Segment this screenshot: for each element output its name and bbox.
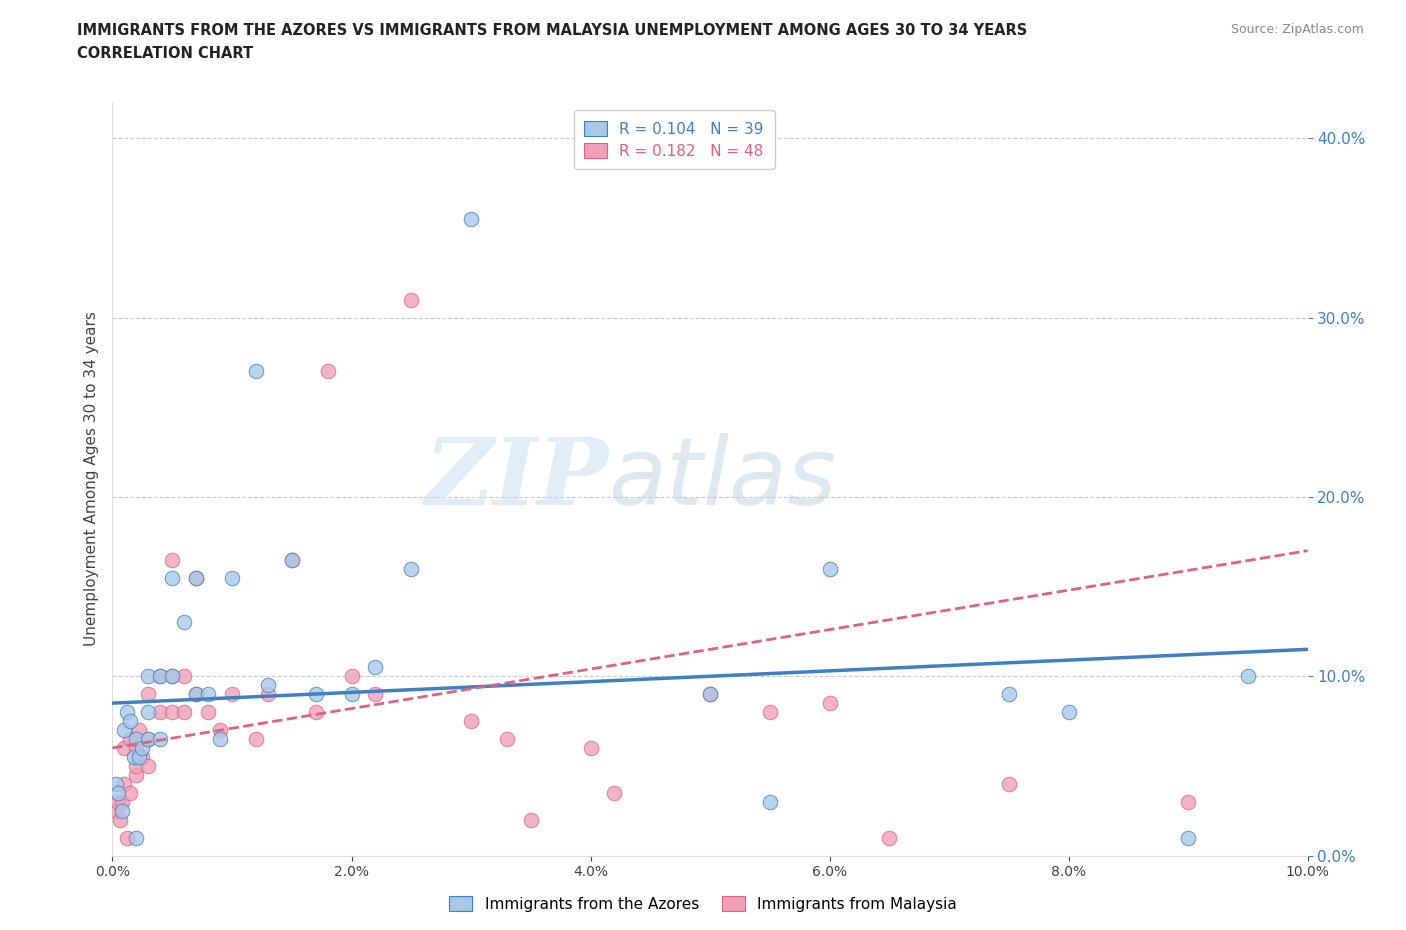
Point	[128, 723, 150, 737]
Point	[108, 812, 131, 827]
Point	[138, 669, 160, 684]
Point	[131, 750, 153, 764]
Point	[138, 732, 160, 747]
Point	[125, 740, 148, 755]
Point	[245, 364, 267, 379]
Text: Source: ZipAtlas.com: Source: ZipAtlas.com	[1230, 23, 1364, 36]
Point	[138, 686, 160, 701]
Point	[125, 830, 148, 845]
Point	[131, 740, 153, 755]
Point	[340, 669, 363, 684]
Point	[173, 705, 195, 720]
Point	[496, 732, 519, 747]
Text: CORRELATION CHART: CORRELATION CHART	[77, 46, 253, 61]
Point	[401, 292, 423, 307]
Point	[107, 794, 129, 809]
Point	[209, 732, 232, 747]
Point	[460, 713, 482, 728]
Point	[281, 552, 304, 567]
Point	[111, 804, 134, 818]
Y-axis label: Unemployment Among Ages 30 to 34 years: Unemployment Among Ages 30 to 34 years	[83, 312, 98, 646]
Point	[257, 678, 280, 693]
Point	[305, 705, 328, 720]
Point	[105, 804, 128, 818]
Point	[162, 669, 183, 684]
Text: atlas: atlas	[609, 433, 837, 525]
Point	[125, 759, 148, 774]
Point	[197, 686, 219, 701]
Point	[149, 669, 172, 684]
Point	[149, 732, 172, 747]
Point	[998, 777, 1021, 791]
Text: IMMIGRANTS FROM THE AZORES VS IMMIGRANTS FROM MALAYSIA UNEMPLOYMENT AMONG AGES 3: IMMIGRANTS FROM THE AZORES VS IMMIGRANTS…	[77, 23, 1028, 38]
Point	[120, 785, 142, 800]
Point	[221, 570, 243, 585]
Point	[162, 669, 183, 684]
Point	[114, 723, 135, 737]
Point	[340, 686, 363, 701]
Point	[120, 732, 142, 747]
Point	[114, 740, 135, 755]
Point	[122, 750, 145, 764]
Point	[257, 686, 280, 701]
Point	[125, 732, 148, 747]
Point	[818, 696, 841, 711]
Point	[603, 785, 626, 800]
Point	[162, 552, 183, 567]
Point	[818, 561, 841, 576]
Point	[138, 759, 160, 774]
Text: ZIP: ZIP	[425, 434, 609, 524]
Point	[281, 552, 304, 567]
Point	[245, 732, 267, 747]
Point	[120, 713, 142, 728]
Point	[364, 686, 387, 701]
Point	[173, 669, 195, 684]
Point	[107, 785, 129, 800]
Point	[579, 740, 602, 755]
Point	[197, 705, 219, 720]
Point	[1057, 705, 1080, 720]
Point	[105, 777, 128, 791]
Point	[186, 686, 208, 701]
Point	[115, 705, 138, 720]
Point	[162, 570, 183, 585]
Point	[125, 767, 148, 782]
Point	[138, 732, 160, 747]
Point	[186, 570, 208, 585]
Point	[520, 812, 543, 827]
Point	[759, 705, 782, 720]
Point	[305, 686, 328, 701]
Point	[149, 705, 172, 720]
Point	[1177, 794, 1199, 809]
Point	[162, 705, 183, 720]
Point	[759, 794, 782, 809]
Point	[879, 830, 901, 845]
Point	[1177, 830, 1199, 845]
Point	[173, 615, 195, 630]
Point	[699, 686, 721, 701]
Point	[138, 705, 160, 720]
Point	[209, 723, 232, 737]
Point	[460, 211, 482, 226]
Point	[998, 686, 1021, 701]
Point	[115, 830, 138, 845]
Point	[186, 570, 208, 585]
Point	[1237, 669, 1260, 684]
Point	[149, 669, 172, 684]
Point	[111, 794, 134, 809]
Legend: Immigrants from the Azores, Immigrants from Malaysia: Immigrants from the Azores, Immigrants f…	[443, 889, 963, 918]
Point	[699, 686, 721, 701]
Point	[401, 561, 423, 576]
Point	[186, 686, 208, 701]
Point	[128, 750, 150, 764]
Point	[316, 364, 339, 379]
Point	[221, 686, 243, 701]
Legend: R = 0.104   N = 39, R = 0.182   N = 48: R = 0.104 N = 39, R = 0.182 N = 48	[574, 110, 775, 169]
Point	[364, 660, 387, 675]
Point	[114, 777, 135, 791]
